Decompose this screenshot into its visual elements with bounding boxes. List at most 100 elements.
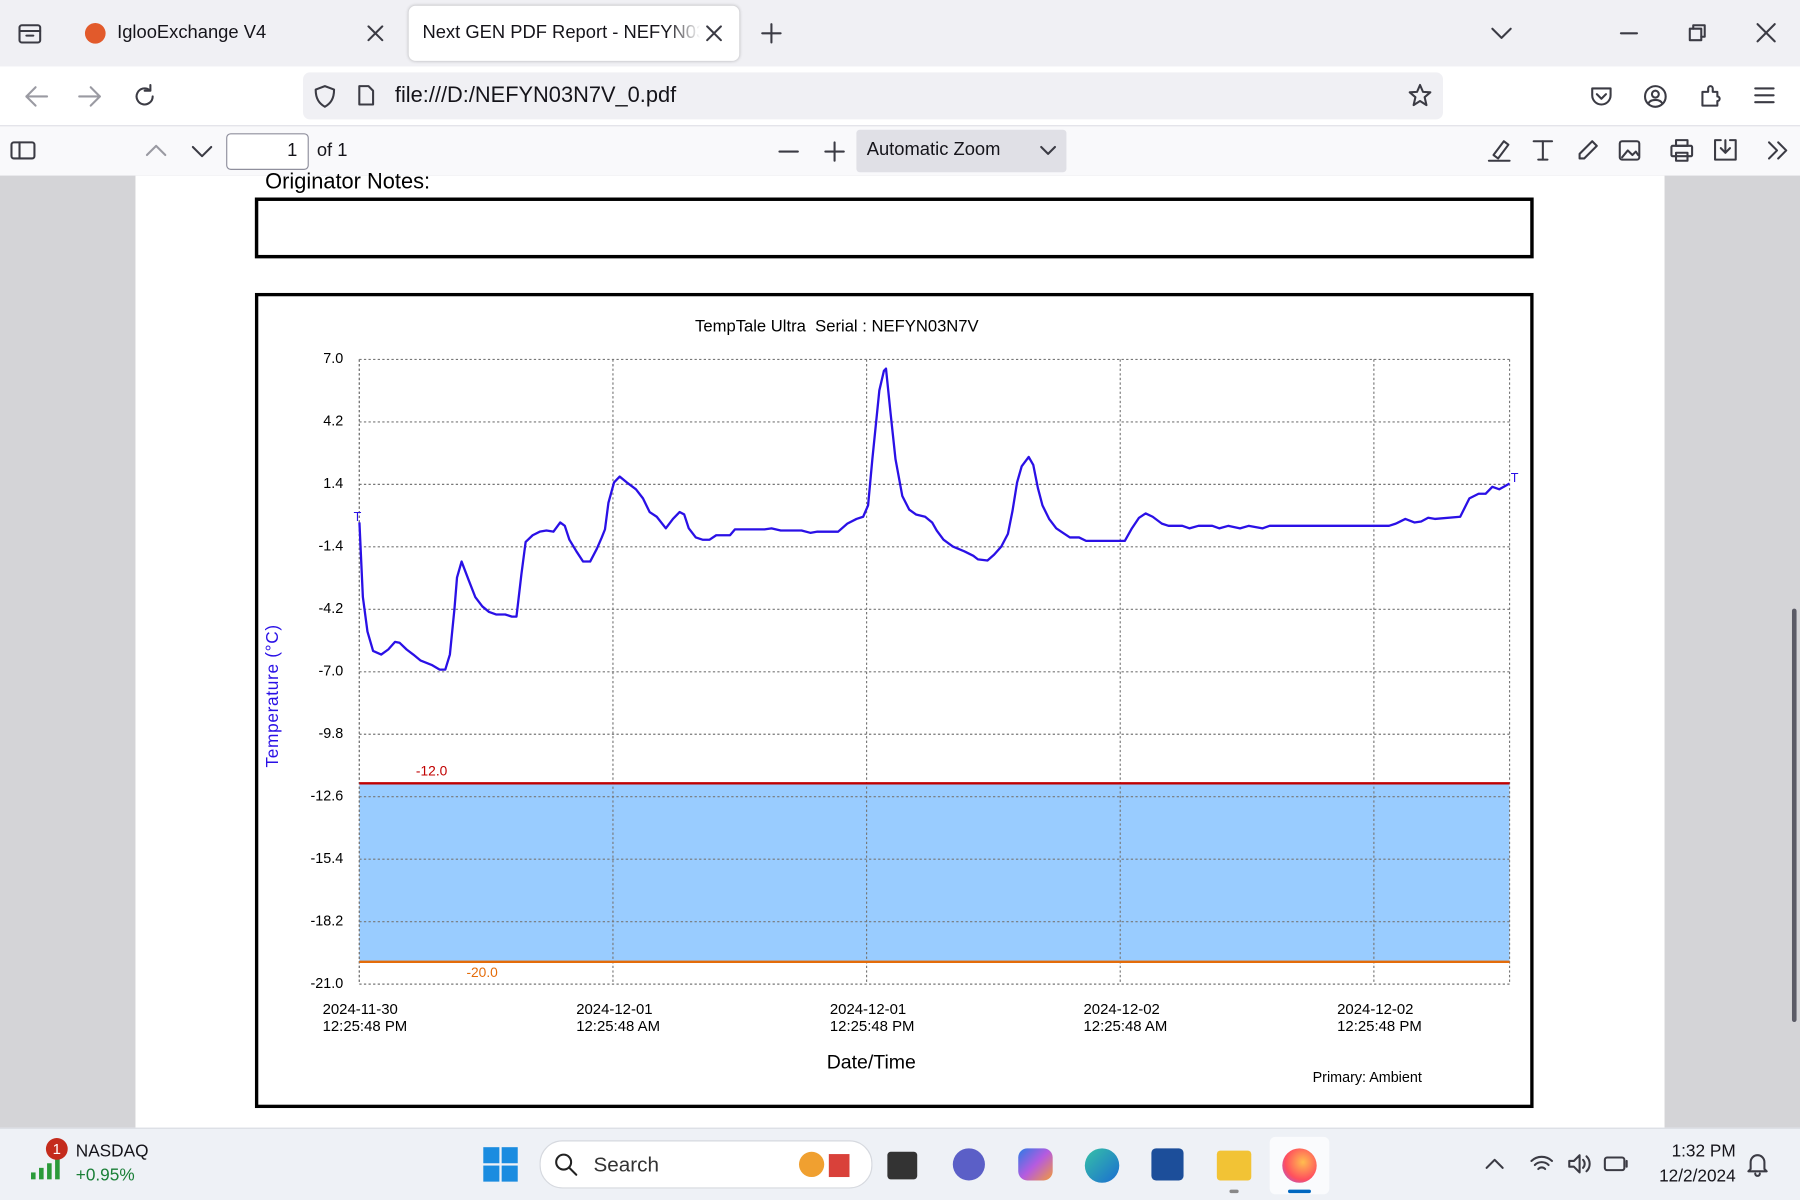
- y-tick-label: 1.4: [323, 476, 343, 492]
- store[interactable]: [1151, 1148, 1184, 1181]
- url-text: file:///D:/NEFYN03N7V_0.pdf: [394, 83, 677, 108]
- task-view[interactable]: [887, 1151, 918, 1180]
- reload-button[interactable]: [133, 83, 156, 108]
- x-tick-label: 2024-12-01 12:25:48 AM: [576, 1000, 661, 1035]
- chart: TempTale Ultra Serial : NEFYN03N7V Date/…: [254, 292, 1534, 1109]
- limit-label: -20.0: [466, 965, 498, 980]
- chart-title: TempTale Ultra Serial : NEFYN03N7V: [695, 317, 980, 336]
- tab-favicon: [84, 22, 106, 44]
- notification-badge: [45, 1137, 68, 1160]
- sidebar-toggle[interactable]: [10, 141, 36, 160]
- x-tick-label: 2024-12-01 12:25:48 PM: [829, 1000, 915, 1035]
- y-tick-label: -1.4: [319, 539, 344, 555]
- search-highlight: [828, 1154, 850, 1178]
- highlight[interactable]: [1487, 139, 1511, 162]
- start-button[interactable]: [483, 1147, 518, 1182]
- account[interactable]: [1643, 85, 1667, 108]
- badge-count: 1: [52, 1140, 61, 1158]
- y-tick-label: 7.0: [323, 351, 343, 367]
- tab-title: Next GEN PDF Report - NEFYN03N7: [422, 22, 701, 43]
- zoom-in[interactable]: [824, 141, 845, 162]
- zoom-select[interactable]: [856, 129, 1067, 173]
- close-window[interactable]: [1756, 23, 1776, 43]
- y-tick-label: 4.2: [323, 414, 343, 430]
- restore[interactable]: [1688, 24, 1706, 42]
- widget-name: NASDAQ: [75, 1141, 149, 1161]
- page-count: of 1: [316, 141, 348, 161]
- y-tick-label: -21.0: [311, 976, 344, 992]
- list-all-tabs[interactable]: [1491, 27, 1512, 39]
- page-number: 1: [287, 141, 298, 161]
- trip-marker: T: [354, 510, 362, 524]
- search-placeholder: Search: [593, 1152, 659, 1176]
- search-highlight: [798, 1151, 825, 1178]
- previous-page[interactable]: [145, 144, 167, 157]
- notifications[interactable]: [1747, 1153, 1768, 1177]
- file-explorer[interactable]: [1216, 1150, 1252, 1181]
- tab-close[interactable]: [367, 25, 384, 42]
- menu[interactable]: [1754, 87, 1775, 104]
- scrollbar-thumb[interactable]: [1791, 608, 1797, 1023]
- search-icon: [555, 1153, 578, 1176]
- y-tick-label: -15.4: [311, 851, 344, 867]
- url-bar[interactable]: [303, 72, 1443, 120]
- originator-label: Originator Notes:: [265, 169, 431, 195]
- x-tick-label: 2024-12-02 12:25:48 PM: [1337, 1000, 1422, 1035]
- tab-list-button[interactable]: [18, 22, 42, 45]
- tab-title: IglooExchange V4: [117, 22, 267, 43]
- edge[interactable]: [1084, 1148, 1120, 1183]
- minimize[interactable]: [1619, 32, 1639, 35]
- active-tab[interactable]: [408, 5, 740, 61]
- x-axis-label: Date/Time: [827, 1052, 916, 1074]
- bookmark-star[interactable]: [1408, 83, 1432, 107]
- next-page[interactable]: [191, 145, 213, 158]
- stock-widget-icon[interactable]: [30, 1155, 64, 1180]
- y-tick-label: -12.6: [311, 789, 344, 805]
- notes-box: [254, 197, 1534, 259]
- forward-button[interactable]: [78, 86, 101, 107]
- print[interactable]: [1670, 139, 1694, 162]
- clock-time[interactable]: 1:32 PM: [1671, 1141, 1736, 1161]
- tray-overflow[interactable]: [1485, 1158, 1504, 1169]
- zoom-out[interactable]: [778, 150, 799, 153]
- y-tick-label: -18.2: [311, 913, 344, 929]
- running-indicator: [1288, 1189, 1311, 1194]
- more-tools[interactable]: [1767, 141, 1788, 160]
- legend-entry: Primary: Ambient: [1313, 1070, 1422, 1086]
- page-number-input[interactable]: [226, 133, 309, 170]
- tab-close[interactable]: [706, 25, 722, 42]
- y-tick-label: -4.2: [319, 601, 344, 617]
- teams[interactable]: [952, 1148, 985, 1181]
- tab-bar: [0, 0, 1800, 67]
- add-image[interactable]: [1618, 140, 1641, 161]
- chart-frame: [254, 292, 1534, 1109]
- draw[interactable]: [1576, 139, 1599, 162]
- text-tool[interactable]: [1532, 139, 1554, 161]
- page-icon: [358, 85, 375, 106]
- limit-label: -12.0: [416, 763, 448, 778]
- firefox[interactable]: [1282, 1148, 1317, 1183]
- zoom-value: Automatic Zoom: [866, 140, 1001, 160]
- clock-date[interactable]: 12/2/2024: [1659, 1166, 1736, 1187]
- pocket[interactable]: [1591, 86, 1612, 106]
- copilot[interactable]: [1018, 1148, 1053, 1181]
- y-axis-label: Temperature (°C): [262, 624, 282, 767]
- limit-band: [359, 783, 1510, 962]
- extensions[interactable]: [1700, 84, 1722, 108]
- volume[interactable]: [1568, 1154, 1591, 1174]
- zoom-chevron: [1040, 145, 1057, 155]
- battery[interactable]: [1603, 1155, 1629, 1172]
- trip-marker: T: [1511, 471, 1519, 485]
- new-tab[interactable]: [761, 23, 782, 44]
- tracking-shield[interactable]: [314, 85, 336, 108]
- save[interactable]: [1714, 139, 1737, 161]
- widget-change: +0.95%: [75, 1165, 135, 1186]
- running-indicator: [1229, 1189, 1239, 1194]
- y-tick-label: -9.8: [319, 726, 344, 742]
- x-tick-label: 2024-11-30 12:25:48 PM: [322, 1000, 408, 1035]
- y-tick-label: -7.0: [319, 664, 344, 680]
- wifi[interactable]: [1530, 1154, 1554, 1172]
- back-button[interactable]: [25, 86, 49, 107]
